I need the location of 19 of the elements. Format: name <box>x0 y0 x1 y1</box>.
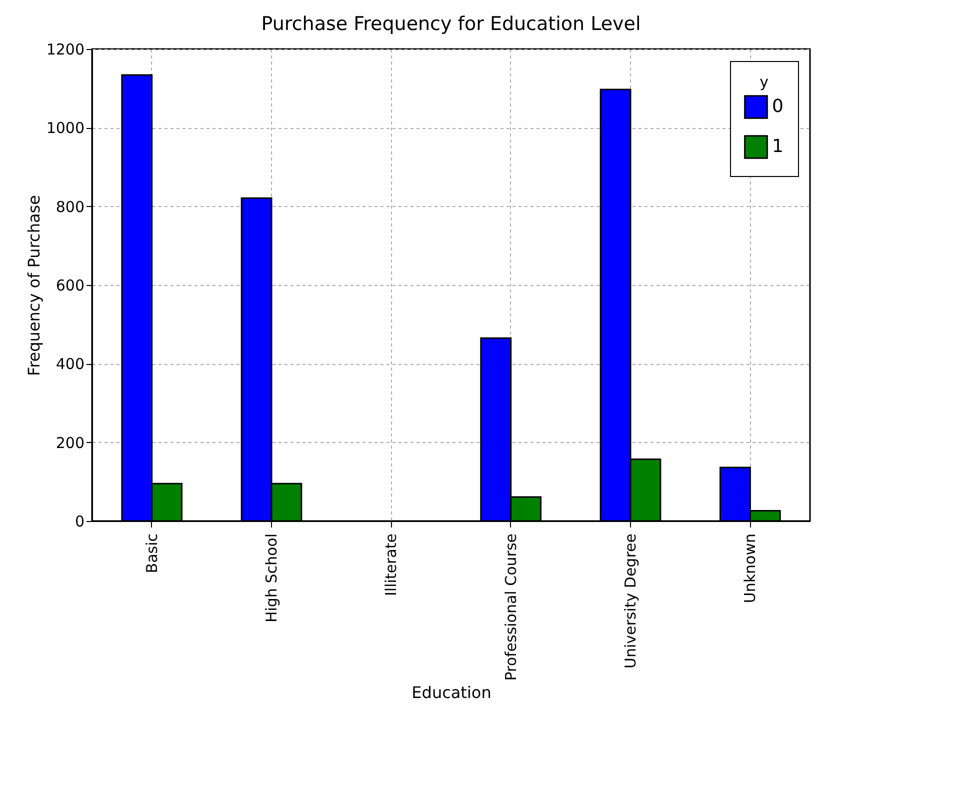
y-tick-label: 1200 <box>46 40 84 58</box>
y-tick-label: 200 <box>56 434 84 452</box>
y-tick-label: 600 <box>56 276 84 294</box>
chart-title: Purchase Frequency for Education Level <box>261 13 641 35</box>
x-axis-title: Education <box>412 682 492 702</box>
y-tick-label: 400 <box>56 355 84 374</box>
x-tick-label: Basic <box>142 534 161 574</box>
x-tick-label: High School <box>262 534 280 623</box>
x-tick-label: University Degree <box>622 534 640 669</box>
y-tick-label: 800 <box>56 198 84 216</box>
y-axis-title: Frequency of Purchase <box>24 195 44 376</box>
x-tick-label: Illiterate <box>382 534 400 596</box>
x-tick-label: Professional Course <box>502 534 520 681</box>
y-tick-label: 1000 <box>46 119 84 138</box>
y-tick-label: 0 <box>74 512 84 530</box>
legend-title: y <box>760 73 769 91</box>
legend-label: 0 <box>772 96 784 117</box>
legend-label: 1 <box>772 136 784 157</box>
x-tick-label: Unknown <box>741 534 760 604</box>
